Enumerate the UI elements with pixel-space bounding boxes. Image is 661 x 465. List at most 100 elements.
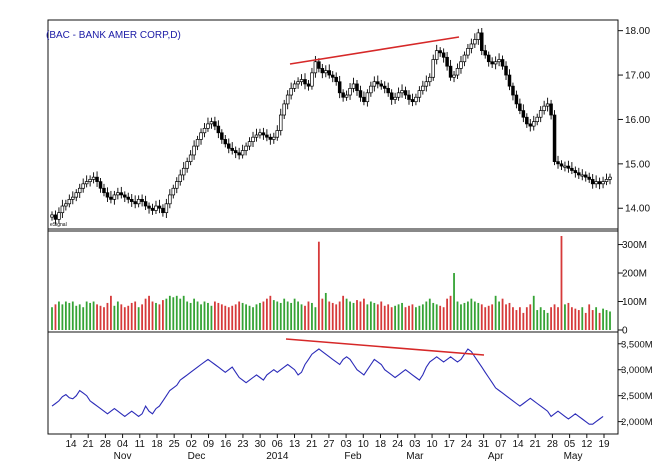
volume-bar — [130, 302, 133, 330]
price-candle — [455, 68, 460, 76]
price-candle — [483, 50, 487, 56]
price-candle — [504, 65, 508, 76]
volume-axis-tick-label: 200M — [622, 269, 647, 280]
price-candle — [91, 176, 96, 180]
price-candle — [566, 165, 571, 169]
price-candle — [209, 121, 214, 125]
volume-bar — [397, 304, 400, 330]
price-candle — [240, 150, 245, 156]
price-candle — [428, 76, 432, 83]
volume-bar — [182, 295, 185, 330]
price-candle — [469, 43, 474, 49]
price-candle — [493, 61, 498, 65]
volume-bar — [425, 301, 428, 330]
price-candle — [67, 199, 72, 205]
volume-bar — [418, 305, 421, 330]
volume-bar — [560, 236, 563, 330]
price-candle — [570, 167, 574, 171]
volume-bar — [539, 307, 542, 330]
price-candle — [376, 81, 380, 85]
price-candle — [532, 121, 536, 127]
price-candle — [303, 79, 307, 85]
price-candle — [102, 187, 106, 194]
volume-bar — [168, 295, 171, 330]
x-axis-tick-label: 03 — [341, 439, 353, 450]
x-axis-tick-label: 24 — [461, 439, 473, 450]
price-candle — [129, 199, 134, 202]
price-candle — [358, 90, 363, 98]
volume-bar — [387, 304, 390, 330]
price-candle — [171, 187, 176, 196]
price-candle — [233, 150, 238, 154]
price-candle — [77, 187, 82, 194]
volume-bar — [279, 302, 282, 330]
price-candle — [126, 196, 130, 200]
volume-bar — [359, 301, 362, 330]
volume-bar — [238, 301, 241, 330]
price-candle — [476, 32, 481, 40]
volume-bar — [317, 241, 320, 330]
volume-bar — [501, 298, 504, 330]
price-candle — [459, 61, 463, 69]
price-candle — [299, 79, 304, 83]
volume-bar — [85, 301, 88, 330]
x-axis-tick-label: 31 — [478, 439, 490, 450]
volume-bar — [394, 305, 397, 330]
x-axis-tick-label: 14 — [65, 439, 77, 450]
volume-axis-tick-label: 100M — [622, 297, 647, 308]
volume-bar — [61, 304, 64, 330]
price-candle — [296, 81, 300, 85]
price-candle — [549, 103, 553, 116]
volume-bar — [68, 302, 71, 330]
volume-bar — [331, 302, 334, 330]
volume-bar — [210, 305, 213, 330]
price-candle — [382, 85, 387, 89]
price-candle — [202, 127, 207, 134]
volume-bar — [75, 305, 78, 330]
volume-bar — [564, 304, 566, 330]
volume-bar — [515, 310, 518, 330]
volume-bar — [175, 295, 178, 330]
volume-bar — [439, 305, 442, 330]
obv-series — [51, 348, 604, 425]
volume-bar — [484, 307, 487, 330]
price-candle — [514, 94, 519, 105]
volume-bar — [196, 301, 199, 330]
volume-bar — [311, 302, 313, 330]
price-candle — [223, 139, 228, 145]
x-axis-tick-label: 18 — [375, 439, 387, 450]
volume-bar — [179, 298, 182, 330]
price-candle — [608, 176, 612, 180]
obv-axis-tick-label: 2,000M — [621, 417, 653, 428]
price-candle — [50, 214, 54, 218]
price-candle — [583, 174, 588, 178]
price-candle — [580, 174, 585, 177]
volume-bar — [248, 305, 251, 330]
volume-bar — [148, 295, 150, 330]
price-candle — [161, 207, 165, 214]
volume-bar — [376, 304, 379, 330]
volume-bar — [456, 301, 459, 330]
volume-bar — [463, 302, 466, 330]
volume-bar — [106, 302, 109, 330]
price-candle — [473, 39, 477, 45]
price-candle — [154, 205, 158, 211]
volume-bar — [58, 301, 60, 330]
price-candle — [81, 183, 85, 189]
volume-bar — [505, 304, 507, 330]
price-candle — [285, 94, 290, 105]
price-candle — [324, 70, 328, 74]
price-candle — [597, 181, 602, 185]
volume-bar — [300, 304, 303, 330]
chart-title: (BAC - BANK AMER CORP,D) — [46, 30, 181, 41]
volume-bar — [92, 301, 95, 330]
x-axis-tick-label: 06 — [272, 439, 284, 450]
price-candle — [292, 83, 297, 89]
price-candle — [199, 132, 203, 140]
volume-bar — [356, 300, 358, 330]
volume-bar — [595, 307, 598, 330]
x-axis-tick-label: 13 — [289, 439, 301, 450]
price-axis: 14.00 15.00 16.00 17.00 18.00 — [618, 26, 650, 215]
price-candle — [278, 114, 283, 131]
volume-bar — [186, 301, 189, 330]
